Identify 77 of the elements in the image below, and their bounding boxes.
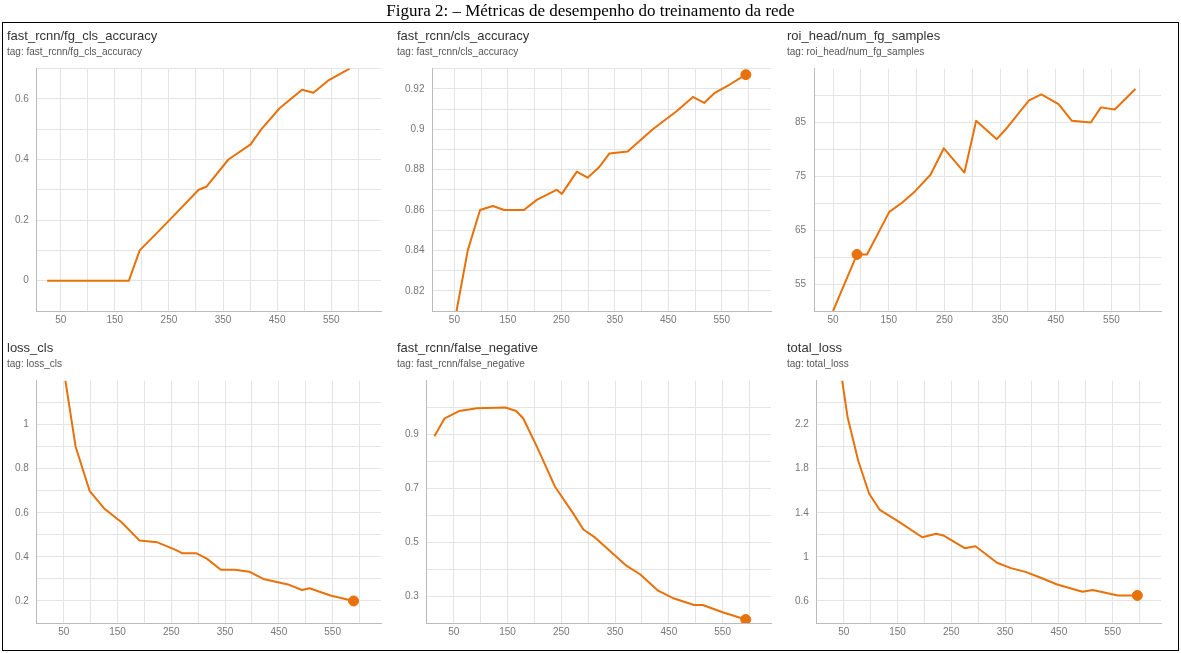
chart-title: total_loss [787,340,843,356]
chart-title: fast_rcnn/false_negative [397,340,538,356]
x-tick-label: 250 [942,625,961,637]
y-tick-label: 0.9 [410,122,425,134]
x-tick-label: 50 [827,313,840,325]
x-tick-label: 450 [659,313,678,325]
chart-title: fast_rcnn/cls_accuracy [397,28,530,44]
x-tick-label: 550 [713,313,731,325]
y-tick-label: 0.86 [404,203,425,215]
chart-title: roi_head/num_fg_samples [787,28,941,44]
chart-title: loss_cls [7,340,54,356]
x-tick-label: 350 [991,313,1009,325]
x-tick-label: 250 [936,313,954,325]
chart-subtitle: tag: total_loss [787,358,849,370]
x-tick-label: 550 [1104,625,1122,637]
x-tick-label: 250 [552,625,571,637]
x-tick-label: 150 [109,625,127,637]
chart-subtitle: tag: fast_rcnn/cls_accuracy [397,46,519,58]
x-tick-label: 50 [448,625,460,637]
x-tick-label: 550 [324,625,342,637]
y-tick-label: 0.9 [405,428,420,440]
text: Figura 2: – Métricas de desempenho do treinamento da rede [386,1,795,20]
x-tick-label: 50 [55,313,67,325]
chart-title: fast_rcnn/fg_cls_accuracy [7,28,158,44]
y-tick-label: 0.8 [15,462,30,474]
x-tick-label: 250 [160,313,178,325]
x-tick-label: 450 [270,625,288,637]
chart-subtitle: tag: fast_rcnn/fg_cls_accuracy [7,46,143,58]
x-tick-label: 150 [106,313,124,325]
x-tick-label: 50 [838,625,850,637]
x-tick-label: 450 [268,313,286,325]
y-tick-label: 0.5 [405,535,420,547]
y-tick-label: 0.7 [405,482,420,494]
y-tick-label: 0.3 [405,589,420,601]
chart-subtitle: tag: loss_cls [7,358,63,370]
y-tick-label: 1 [803,550,810,562]
x-tick-label: 350 [216,625,234,637]
x-tick-label: 350 [996,625,1014,637]
x-tick-label: 50 [58,625,70,637]
x-tick-label: 250 [162,625,181,637]
y-tick-label: 0.6 [15,506,30,518]
y-tick-label: 0.2 [15,213,30,225]
x-tick-label: 150 [889,625,907,637]
x-tick-label: 250 [553,313,571,325]
x-tick-label: 550 [1103,313,1121,325]
y-tick-label: 2.2 [795,418,810,430]
y-tick-label: 0.6 [15,92,30,104]
x-tick-label: 350 [214,313,232,325]
y-tick-label: 0.4 [15,550,30,562]
y-tick-label: 65 [795,223,807,235]
chart-subtitle: tag: fast_rcnn/false_negative [397,358,526,370]
y-tick-label: 0.6 [795,594,810,606]
x-tick-label: 450 [1050,625,1068,637]
y-tick-label: 1.4 [795,506,810,518]
y-tick-label: 0 [23,274,30,286]
x-tick-label: 150 [499,625,517,637]
y-tick-label: 1 [23,418,30,430]
x-tick-label: 550 [322,313,340,325]
x-tick-label: 450 [1047,313,1065,325]
y-tick-label: 0.84 [404,244,425,256]
y-tick-label: 75 [795,170,807,182]
x-tick-label: 50 [448,313,461,325]
y-tick-label: 0.4 [15,153,30,165]
y-tick-label: 0.82 [404,284,425,296]
x-tick-label: 350 [606,313,624,325]
y-tick-label: 0.92 [404,82,425,94]
y-tick-label: 55 [795,277,807,289]
y-tick-label: 1.8 [795,462,810,474]
x-tick-label: 350 [606,625,624,637]
chart-subtitle: tag: roi_head/num_fg_samples [787,46,925,58]
x-tick-label: 150 [499,313,517,325]
x-tick-label: 150 [880,313,898,325]
x-tick-label: 550 [714,625,732,637]
x-tick-label: 450 [660,625,678,637]
y-tick-label: 0.2 [15,594,30,606]
y-tick-label: 0.88 [404,163,425,175]
y-tick-label: 85 [795,116,807,128]
